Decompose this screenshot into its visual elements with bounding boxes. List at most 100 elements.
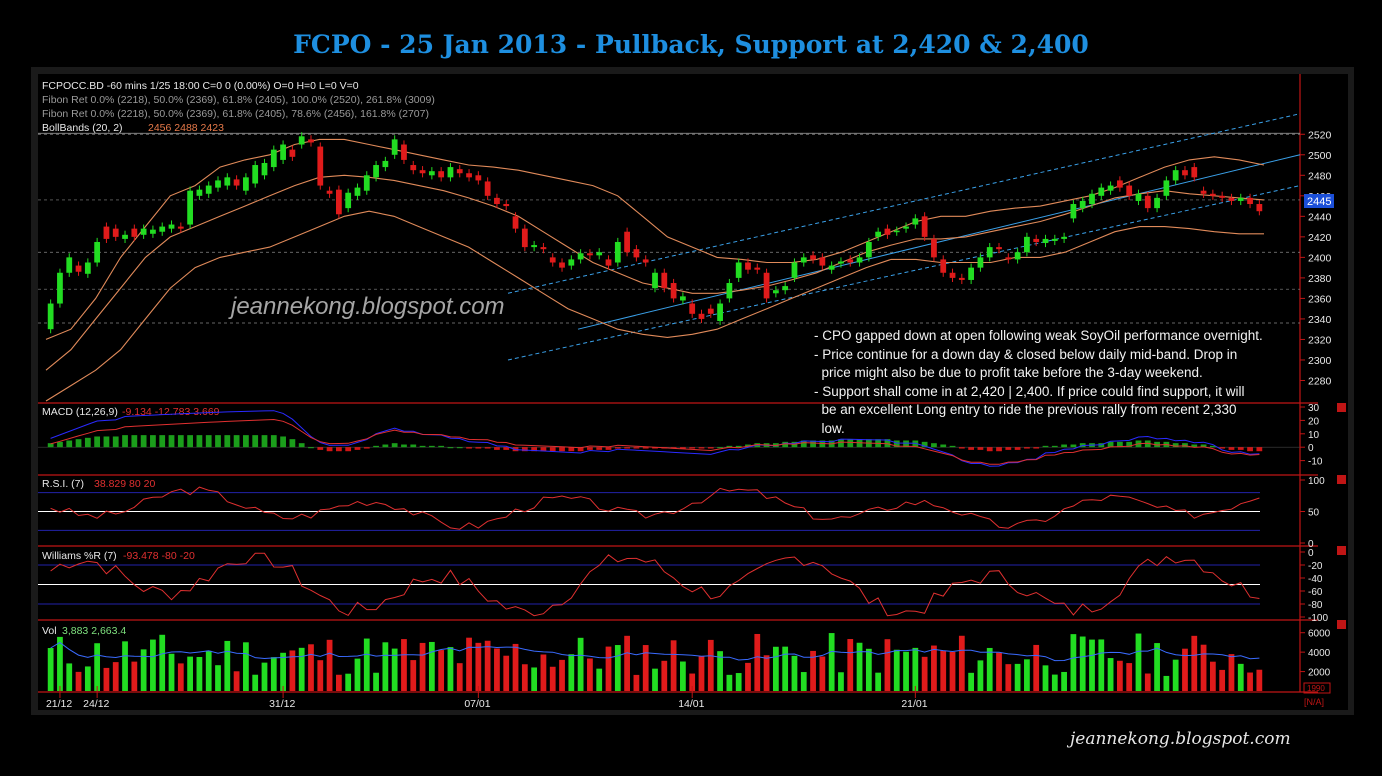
macd-histogram-bar — [1061, 444, 1067, 448]
volume-bar — [1182, 648, 1188, 691]
macd-histogram-bar — [689, 447, 696, 449]
candle-body — [1247, 197, 1253, 205]
candle-body — [196, 189, 203, 196]
candle-body — [661, 272, 668, 289]
volume-bar — [568, 654, 575, 691]
volume-bar — [112, 662, 119, 691]
panel-close-buttons[interactable] — [1337, 403, 1346, 629]
macd-histogram-bar — [94, 436, 101, 448]
macd-histogram-bar — [847, 439, 854, 448]
macd-histogram-bar — [735, 445, 742, 448]
volume-bar — [940, 650, 947, 691]
candle-body — [131, 228, 138, 237]
volume-bar — [1154, 643, 1160, 691]
price-tick-label: 2500 — [1308, 150, 1332, 162]
candle-body — [1061, 236, 1067, 239]
macd-panel: -10 0 10 20 30 — [38, 403, 1323, 468]
candle-body — [800, 257, 807, 263]
macd-histogram-bar — [921, 441, 928, 448]
macd-histogram-bar — [912, 440, 919, 448]
volume-bar — [419, 642, 426, 691]
x-tick-label: 31/12 — [269, 698, 295, 710]
volume-bar — [308, 644, 314, 691]
candle-body — [652, 272, 658, 289]
candle-body — [521, 228, 528, 248]
macd-histogram-bar — [596, 447, 603, 450]
candle-body — [940, 259, 947, 273]
candle-body — [494, 197, 500, 205]
commentary: - CPO gapped down at open following weak… — [814, 328, 1263, 436]
volume-bar — [252, 674, 259, 691]
candle-body — [531, 245, 538, 248]
candle-body — [540, 247, 547, 250]
volume-bar — [884, 639, 891, 691]
volume-bar — [745, 662, 751, 691]
volume-bar — [949, 651, 956, 691]
chart-title: FCPO - 25 Jan 2013 - Pullback, Support a… — [293, 30, 1089, 59]
footer-credit: jeannekong.blogspot.com — [1070, 729, 1291, 749]
macd-histogram-bar — [428, 445, 435, 448]
macd-histogram-bar — [354, 447, 361, 450]
williams-tick-label: 0 — [1308, 548, 1314, 559]
candle-body — [642, 259, 649, 263]
candle-body — [614, 241, 621, 263]
macd-histogram-bar — [1005, 447, 1012, 450]
volume-bar — [382, 642, 389, 691]
trend-channel — [507, 113, 1301, 361]
rsi-values: 38.829 80 20 — [94, 478, 155, 490]
candle-body — [912, 218, 919, 225]
volume-bar — [187, 656, 193, 691]
macd-histogram-bar — [1024, 447, 1030, 449]
volume-tick-label: 6000 — [1308, 629, 1331, 640]
macd-histogram-bar — [1182, 443, 1188, 448]
macd-histogram-bar — [66, 440, 73, 448]
volume-bar — [893, 649, 900, 691]
volume-bar — [84, 666, 91, 691]
macd-histogram-bar — [782, 441, 789, 448]
candle-body — [1024, 236, 1030, 253]
commentary-line-1: - CPO gapped down at open following weak… — [814, 328, 1263, 343]
candle-body — [828, 265, 835, 270]
candle-body — [1209, 193, 1216, 196]
volume-bar — [196, 656, 203, 691]
volume-bar — [763, 655, 770, 691]
macd-histogram-bar — [577, 447, 584, 452]
commentary-line-5: be an excellent Long entry to ride the p… — [814, 402, 1237, 417]
macd-histogram-bar — [326, 447, 333, 452]
macd-histogram-bar — [1172, 443, 1179, 448]
volume-bar — [1089, 639, 1095, 691]
macd-histogram-bar — [605, 447, 612, 450]
macd-histogram-bar — [456, 447, 463, 449]
candle-body — [587, 253, 593, 256]
candle-body — [280, 144, 286, 160]
candle-body — [382, 160, 389, 168]
close-icon[interactable] — [1337, 403, 1346, 412]
macd-histogram-bar — [252, 435, 259, 448]
vol-tag-bg — [1303, 682, 1331, 694]
macd-histogram-bar — [614, 447, 621, 449]
price-tick-label: 2300 — [1308, 355, 1332, 367]
macd-histogram-bar — [800, 440, 807, 448]
volume-bar — [447, 647, 454, 691]
volume-bar — [289, 650, 296, 691]
close-icon[interactable] — [1337, 475, 1346, 484]
close-icon[interactable] — [1337, 546, 1346, 555]
candle-body — [103, 226, 110, 239]
candle-body — [1014, 252, 1021, 260]
close-icon[interactable] — [1337, 620, 1346, 629]
candle-body — [633, 249, 640, 258]
macd-line — [50, 410, 1260, 467]
volume-bar — [1051, 674, 1058, 691]
candle-body — [1042, 238, 1049, 244]
symbol-line: FCPOCC.BD -60 mins 1/25 18:00 C=0 0 (0.0… — [42, 80, 359, 92]
volume-bar — [1117, 660, 1123, 691]
volume-bar — [243, 642, 249, 691]
candle-body — [782, 286, 789, 291]
volume-bar — [680, 661, 686, 691]
macd-histogram-bar — [494, 447, 500, 450]
rsi-tick-label: 50 — [1308, 508, 1320, 519]
candle-body — [233, 179, 240, 186]
volume-bar — [772, 646, 779, 691]
volume-bar — [958, 635, 965, 691]
macd-histogram-bar — [391, 443, 398, 448]
